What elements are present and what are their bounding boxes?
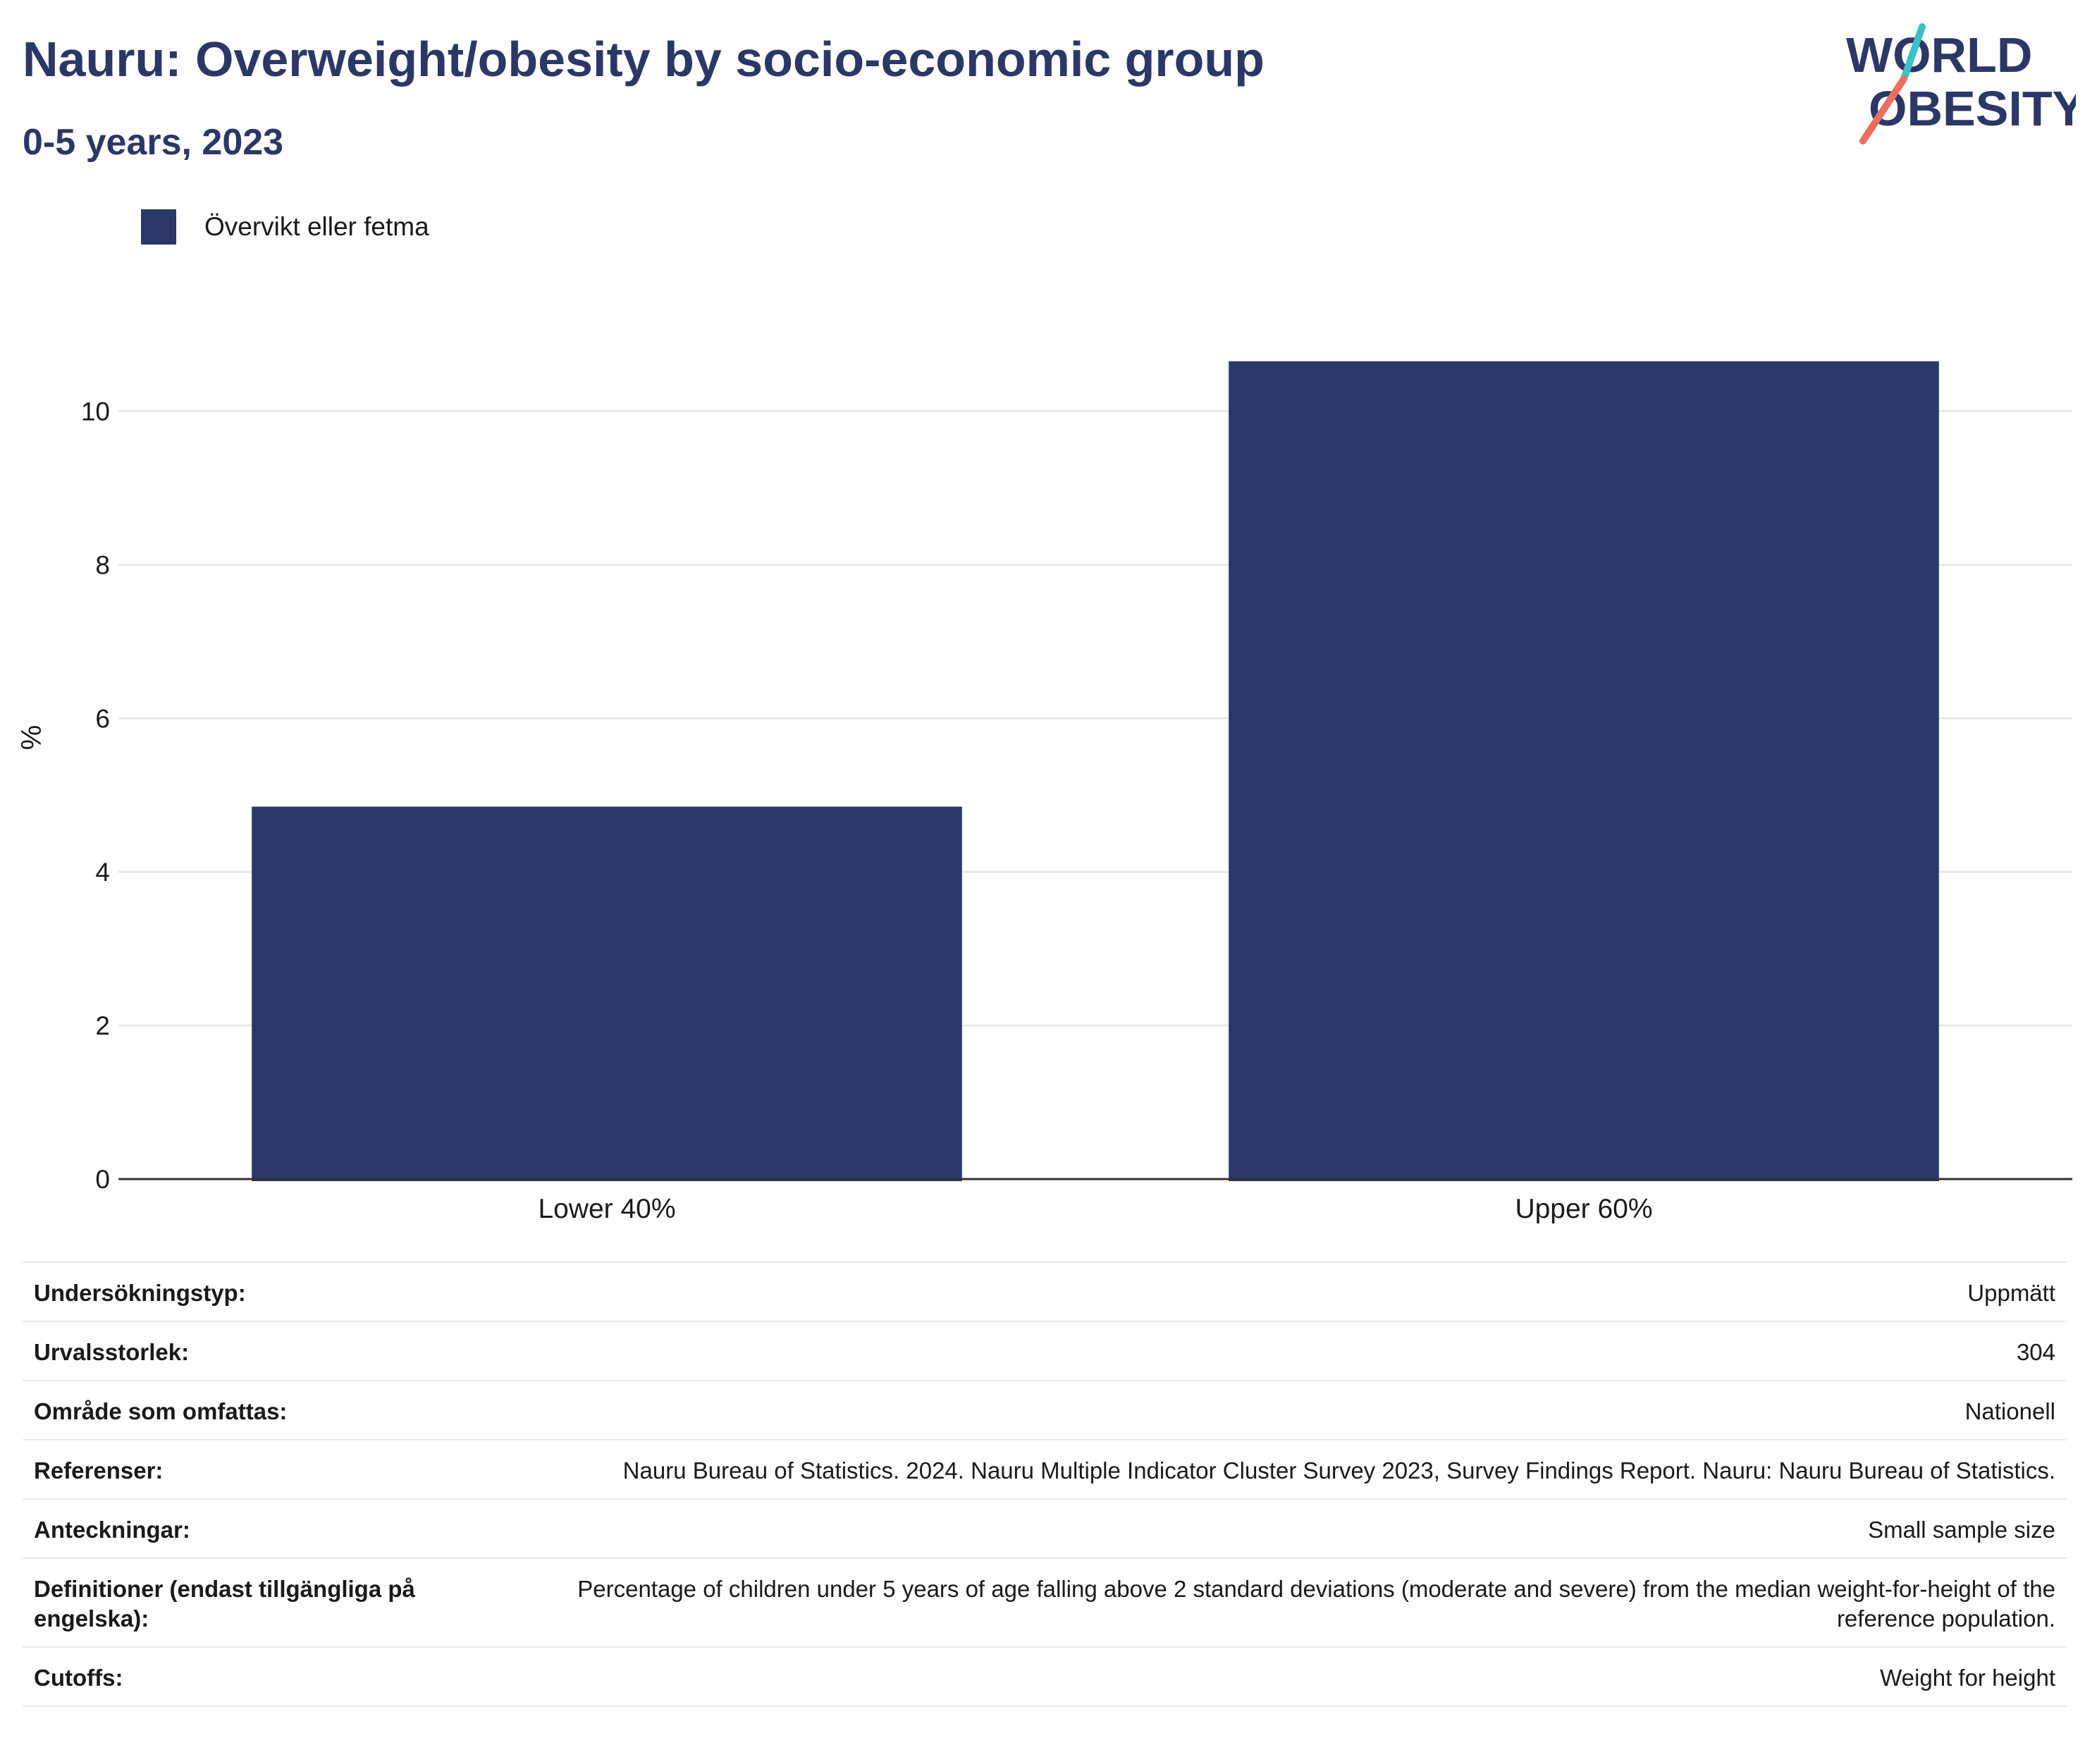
metadata-value: Small sample size <box>496 1498 2067 1559</box>
metadata-row: Anteckningar: Small sample size <box>23 1498 2067 1559</box>
y-tick-label: 6 <box>95 704 110 733</box>
metadata-key: Urvalsstorlek: <box>23 1321 496 1381</box>
y-tick-label: 8 <box>95 550 110 579</box>
metadata-value: Nauru Bureau of Statistics. 2024. Nauru … <box>496 1439 2067 1500</box>
y-axis-title: % <box>16 725 47 751</box>
metadata-row: Definitioner (endast tillgängliga på eng… <box>23 1558 2067 1648</box>
metadata-row: Urvalsstorlek: 304 <box>23 1321 2067 1381</box>
y-tick-label: 4 <box>95 858 110 887</box>
metadata-value: Weight for height <box>496 1646 2067 1707</box>
bar[interactable] <box>252 806 962 1181</box>
chart-title: Nauru: Overweight/obesity by socio-econo… <box>23 32 1265 87</box>
legend-label: Övervikt eller fetma <box>204 212 429 241</box>
y-tick-label: 0 <box>95 1165 110 1194</box>
x-tick-label: Lower 40% <box>538 1194 675 1224</box>
bar[interactable] <box>1229 361 1939 1181</box>
metadata-value: 304 <box>496 1321 2067 1381</box>
metadata-value: Uppmätt <box>496 1262 2067 1322</box>
legend-swatch <box>141 209 176 245</box>
x-tick-label: Upper 60% <box>1515 1194 1652 1224</box>
metadata-value: Percentage of children under 5 years of … <box>496 1558 2067 1648</box>
metadata-key: Cutoffs: <box>23 1646 496 1707</box>
logo-line-1: WORLD <box>1846 27 2032 82</box>
metadata-key: Undersökningstyp: <box>23 1262 496 1322</box>
metadata-key: Anteckningar: <box>23 1498 496 1559</box>
metadata-row: Undersökningstyp: Uppmätt <box>23 1262 2067 1322</box>
logo-slash-bottom <box>1859 75 1907 144</box>
metadata-key: Referenser: <box>23 1439 496 1500</box>
legend[interactable]: Övervikt eller fetma <box>141 209 429 245</box>
logo-slash-top <box>1900 23 1926 82</box>
chart-subtitle: 0-5 years, 2023 <box>23 122 284 163</box>
metadata-value: Nationell <box>496 1380 2067 1441</box>
bar-chart: 0 2 4 6 8 10 Lower 40% Upper 60%% <box>16 361 2072 1224</box>
metadata-key: Definitioner (endast tillgängliga på eng… <box>23 1558 496 1648</box>
y-tick-label: 2 <box>95 1011 110 1040</box>
metadata-row: Cutoffs: Weight for height <box>23 1646 2067 1707</box>
metadata-row: Område som omfattas: Nationell <box>23 1380 2067 1441</box>
metadata-table: Undersökningstyp: Uppmätt Urvalsstorlek: 30… <box>23 1262 2067 1707</box>
logo-line-2: OBESITY <box>1869 81 2076 136</box>
metadata-key: Område som omfattas: <box>23 1380 496 1441</box>
world-obesity-logo: WORLD OBESITY <box>1846 23 2076 144</box>
y-tick-label: 10 <box>81 397 110 426</box>
metadata-row: Referenser: Nauru Bureau of Statistics. 2… <box>23 1439 2067 1500</box>
